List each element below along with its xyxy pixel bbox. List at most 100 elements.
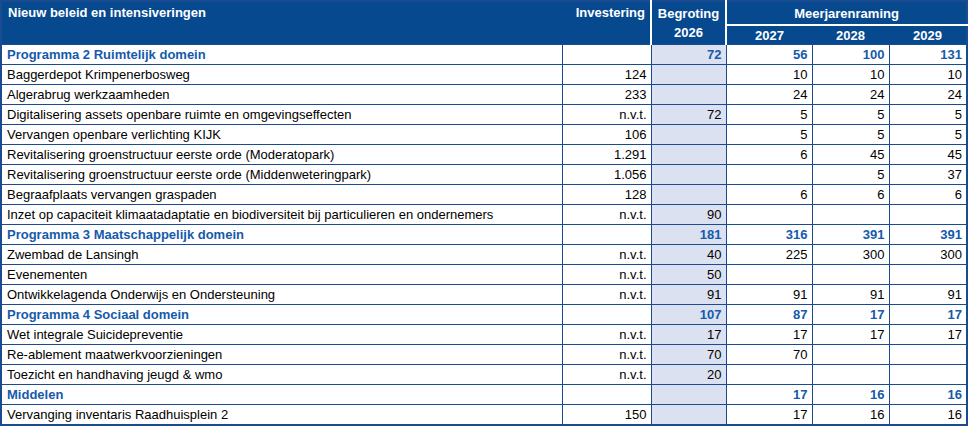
cell-2028 xyxy=(812,365,889,385)
cell-2027: 56 xyxy=(726,45,812,65)
cell-2028 xyxy=(812,265,889,285)
cell-begroting-2026: 181 xyxy=(651,225,726,245)
cell-2028 xyxy=(812,345,889,365)
table-row: Toezicht en handhaving jeugd & wmo n.v.t… xyxy=(1,365,967,385)
row-label: Programma 2 Ruimtelijk domein xyxy=(1,45,562,65)
cell-investering: 128 xyxy=(562,185,651,205)
row-label: Vervanging inventaris Raadhuisplein 2 xyxy=(1,405,562,426)
cell-2027: 87 xyxy=(726,305,812,325)
row-label: Algerabrug werkzaamheden xyxy=(1,85,562,105)
table-row: Ontwikkelagenda Onderwijs en Ondersteuni… xyxy=(1,285,967,305)
table-row: Re-ablement maatwerkvoorzieningen n.v.t.… xyxy=(1,345,967,365)
cell-investering: n.v.t. xyxy=(562,105,651,125)
cell-2027: 5 xyxy=(726,105,812,125)
cell-2028: 300 xyxy=(812,245,889,265)
table-row: Zwembad de Lansingh n.v.t. 40 225 300 30… xyxy=(1,245,967,265)
cell-begroting-2026: 70 xyxy=(651,345,726,365)
table-row: Vervanging inventaris Raadhuisplein 2 15… xyxy=(1,405,967,426)
cell-2029: 5 xyxy=(889,105,967,125)
table-header: Nieuw beleid en intensiveringen Invester… xyxy=(1,1,967,45)
section-row: Middelen 17 16 16 xyxy=(1,385,967,405)
cell-investering: n.v.t. xyxy=(562,345,651,365)
cell-investering: n.v.t. xyxy=(562,325,651,345)
cell-2027: 6 xyxy=(726,145,812,165)
cell-2028: 10 xyxy=(812,65,889,85)
cell-2027 xyxy=(726,205,812,225)
cell-2028: 45 xyxy=(812,145,889,165)
cell-2027: 70 xyxy=(726,345,812,365)
table-body: Programma 2 Ruimtelijk domein 72 56 100 … xyxy=(1,45,967,426)
cell-begroting-2026 xyxy=(651,185,726,205)
cell-investering: 150 xyxy=(562,405,651,426)
cell-investering: n.v.t. xyxy=(562,205,651,225)
row-label: Programma 4 Sociaal domein xyxy=(1,305,562,325)
row-label: Middelen xyxy=(1,385,562,405)
cell-2028: 17 xyxy=(812,305,889,325)
table-row: Algerabrug werkzaamheden 233 24 24 24 xyxy=(1,85,967,105)
cell-begroting-2026 xyxy=(651,85,726,105)
cell-2029: 131 xyxy=(889,45,967,65)
table-row: Revitalisering groenstructuur eerste ord… xyxy=(1,145,967,165)
cell-2029: 391 xyxy=(889,225,967,245)
cell-2029: 91 xyxy=(889,285,967,305)
cell-investering xyxy=(562,305,651,325)
cell-begroting-2026: 72 xyxy=(651,45,726,65)
budget-table: Nieuw beleid en intensiveringen Invester… xyxy=(0,0,968,426)
cell-2028: 391 xyxy=(812,225,889,245)
cell-begroting-2026 xyxy=(651,145,726,165)
cell-begroting-2026: 17 xyxy=(651,325,726,345)
section-row: Programma 4 Sociaal domein 107 87 17 17 xyxy=(1,305,967,325)
column-header-investering: Investering xyxy=(562,1,651,45)
cell-2027: 24 xyxy=(726,85,812,105)
cell-begroting-2026 xyxy=(651,125,726,145)
table-title: Nieuw beleid en intensiveringen xyxy=(1,1,562,45)
cell-2029: 16 xyxy=(889,385,967,405)
cell-2029: 16 xyxy=(889,405,967,426)
cell-begroting-2026: 72 xyxy=(651,105,726,125)
cell-2027 xyxy=(726,165,812,185)
row-label: Toezicht en handhaving jeugd & wmo xyxy=(1,365,562,385)
column-header-2029: 2029 xyxy=(889,25,967,45)
cell-begroting-2026: 107 xyxy=(651,305,726,325)
column-header-begroting-year: 2026 xyxy=(652,23,725,42)
cell-2028: 6 xyxy=(812,185,889,205)
cell-begroting-2026 xyxy=(651,405,726,426)
cell-2027: 225 xyxy=(726,245,812,265)
cell-begroting-2026 xyxy=(651,65,726,85)
row-label: Baggerdepot Krimpenerbosweg xyxy=(1,65,562,85)
budget-table-container: Nieuw beleid en intensiveringen Invester… xyxy=(0,0,968,426)
cell-2029 xyxy=(889,365,967,385)
cell-2029 xyxy=(889,205,967,225)
table-row: Evenementen n.v.t. 50 xyxy=(1,265,967,285)
header-row-1: Nieuw beleid en intensiveringen Invester… xyxy=(1,1,967,25)
row-label: Wet integrale Suicidepreventie xyxy=(1,325,562,345)
cell-begroting-2026: 40 xyxy=(651,245,726,265)
section-row: Programma 2 Ruimtelijk domein 72 56 100 … xyxy=(1,45,967,65)
cell-begroting-2026 xyxy=(651,385,726,405)
cell-2028: 24 xyxy=(812,85,889,105)
table-row: Inzet op capaciteit klimaatadaptatie en … xyxy=(1,205,967,225)
row-label: Begraafplaats vervangen graspaden xyxy=(1,185,562,205)
cell-2029: 24 xyxy=(889,85,967,105)
cell-investering xyxy=(562,45,651,65)
cell-2028: 5 xyxy=(812,125,889,145)
table-row: Wet integrale Suicidepreventie n.v.t. 17… xyxy=(1,325,967,345)
cell-2029 xyxy=(889,265,967,285)
table-row: Baggerdepot Krimpenerbosweg 124 10 10 10 xyxy=(1,65,967,85)
cell-investering: n.v.t. xyxy=(562,365,651,385)
cell-investering: n.v.t. xyxy=(562,245,651,265)
cell-investering: 233 xyxy=(562,85,651,105)
row-label: Inzet op capaciteit klimaatadaptatie en … xyxy=(1,205,562,225)
cell-2028: 17 xyxy=(812,325,889,345)
section-row: Programma 3 Maatschappelijk domein 181 3… xyxy=(1,225,967,245)
cell-investering xyxy=(562,385,651,405)
cell-2027: 91 xyxy=(726,285,812,305)
table-row: Vervangen openbare verlichting KIJK 106 … xyxy=(1,125,967,145)
cell-2029: 300 xyxy=(889,245,967,265)
cell-2028: 5 xyxy=(812,105,889,125)
column-header-begroting-2026: Begroting 2026 xyxy=(651,1,726,45)
cell-investering: 1.056 xyxy=(562,165,651,185)
cell-2029: 6 xyxy=(889,185,967,205)
cell-2029: 17 xyxy=(889,305,967,325)
row-label: Ontwikkelagenda Onderwijs en Ondersteuni… xyxy=(1,285,562,305)
